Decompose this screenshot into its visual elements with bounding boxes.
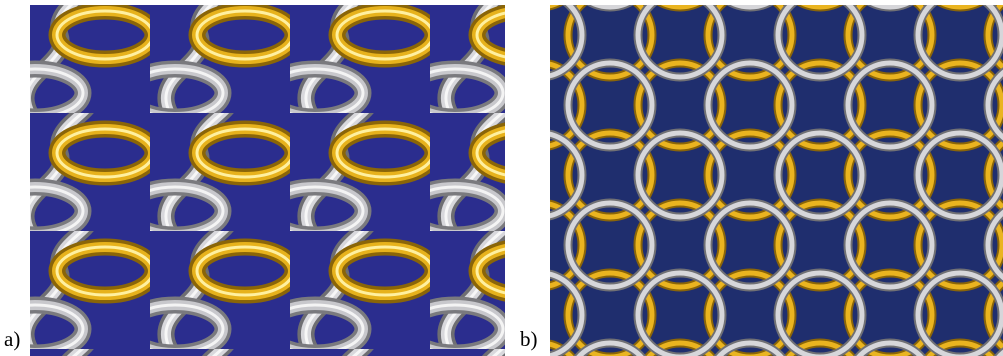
panel-label: a)	[4, 327, 20, 352]
panel-label: b)	[520, 327, 538, 352]
panel-b-image	[550, 5, 1003, 356]
figure: a) b) (() => { const data = JSON.parse(d…	[0, 0, 1003, 356]
panel-a-image	[30, 5, 505, 356]
